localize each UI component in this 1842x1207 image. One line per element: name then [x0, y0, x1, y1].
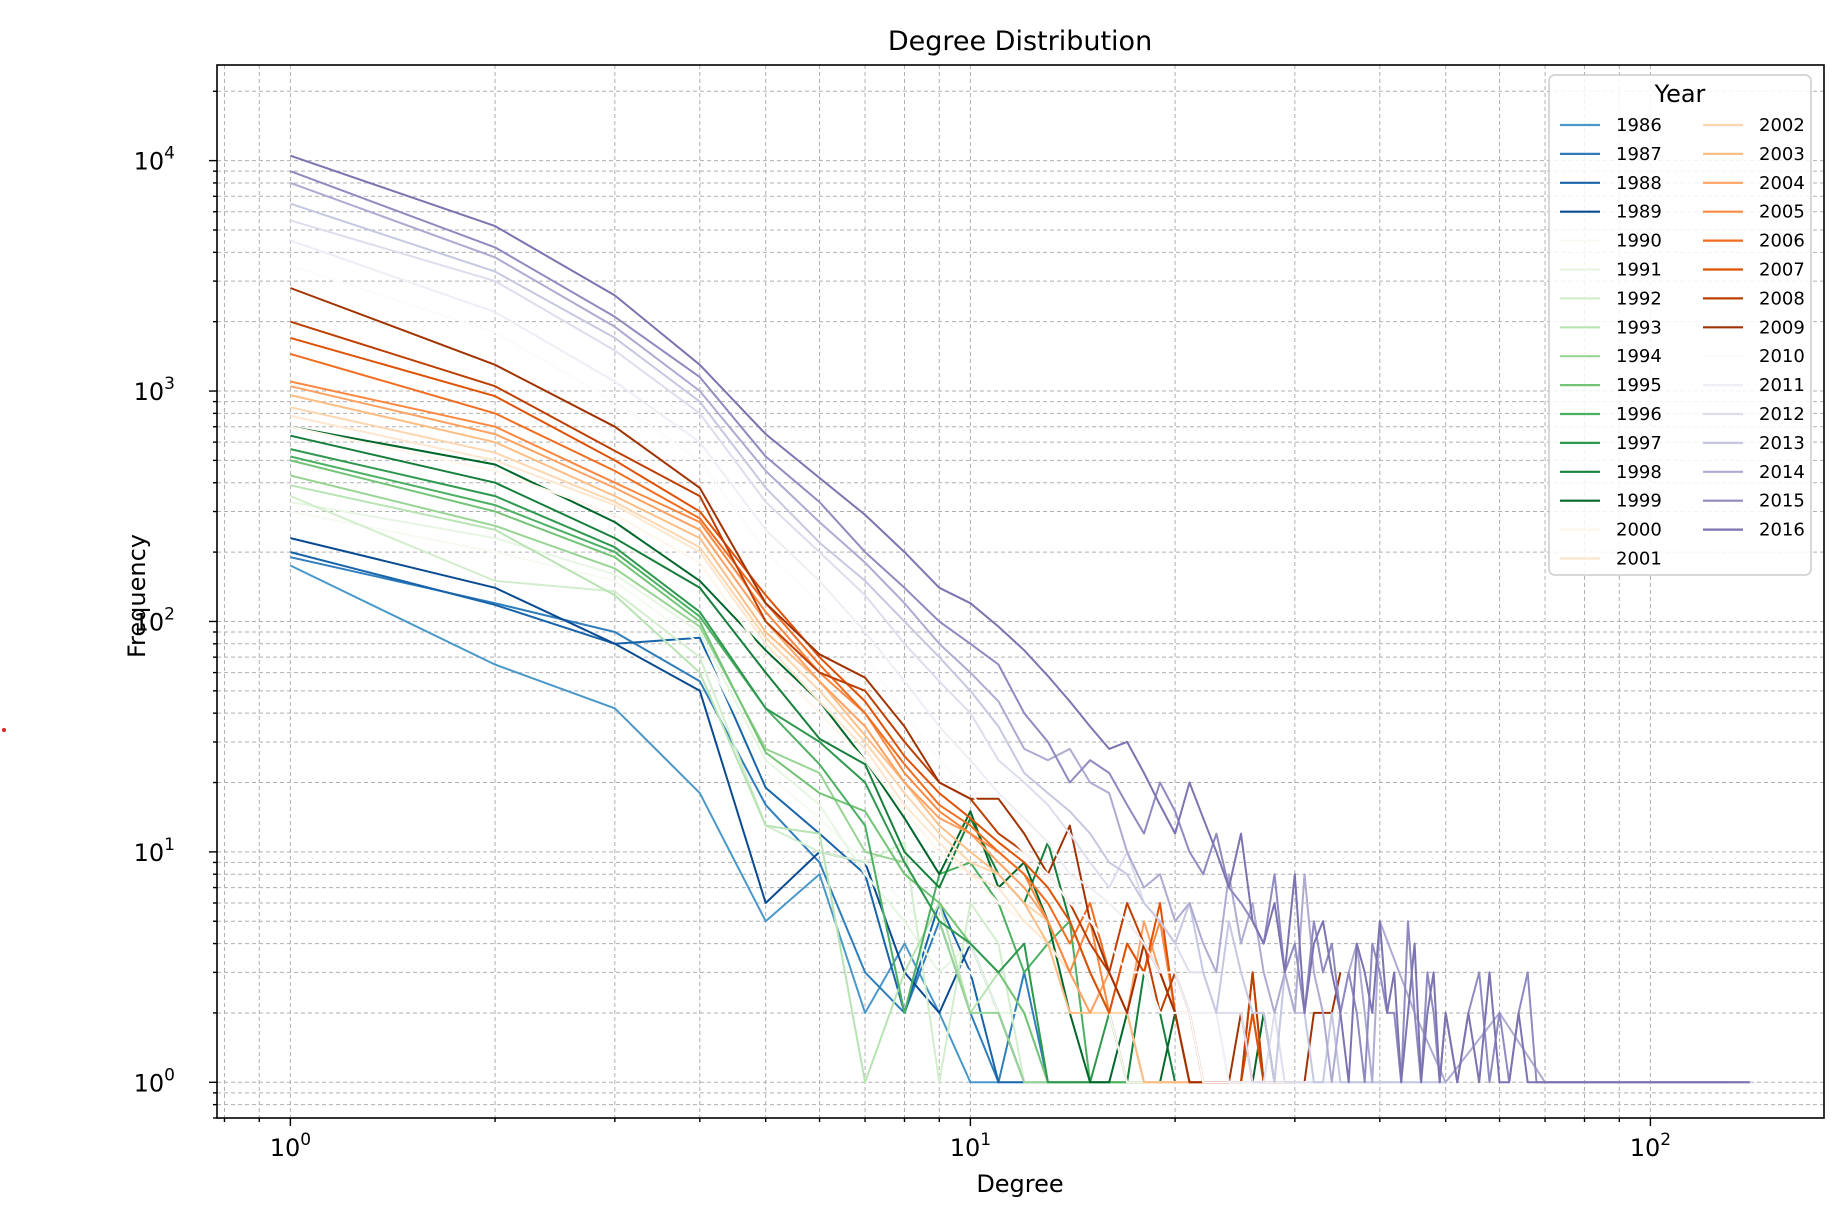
- legend-label-2008: 2008: [1759, 288, 1805, 309]
- legend-label-1991: 1991: [1616, 260, 1662, 281]
- series-line-1992: [290, 495, 1070, 1084]
- series-line-1986: [289, 564, 999, 1084]
- plot-area: [289, 154, 1750, 1084]
- x-axis-label: Degree: [976, 1170, 1063, 1198]
- legend-label-2003: 2003: [1759, 144, 1805, 165]
- legend-label-2013: 2013: [1759, 433, 1805, 454]
- x-tick-label: 102: [1630, 1130, 1671, 1162]
- legend-label-1986: 1986: [1616, 115, 1662, 136]
- marker-dot: [2, 728, 6, 732]
- legend-label-1989: 1989: [1616, 202, 1662, 223]
- legend-label-1987: 1987: [1616, 144, 1662, 165]
- series-line-2014: [290, 181, 1728, 1084]
- legend-title: Year: [1654, 80, 1706, 108]
- legend-label-1998: 1998: [1616, 462, 1662, 483]
- legend-label-2011: 2011: [1759, 375, 1805, 396]
- legend-label-2000: 2000: [1616, 520, 1662, 541]
- legend-label-1990: 1990: [1616, 231, 1662, 252]
- legend-label-2005: 2005: [1759, 202, 1805, 223]
- y-tick-label: 102: [134, 604, 175, 636]
- legend-label-2009: 2009: [1759, 317, 1805, 338]
- legend-box: [1548, 74, 1812, 576]
- legend-label-1999: 1999: [1616, 491, 1662, 512]
- axes-frame: [216, 64, 1825, 1119]
- legend-label-1992: 1992: [1616, 288, 1662, 309]
- series-line-1988: [290, 551, 1025, 1084]
- legend-label-2007: 2007: [1759, 260, 1805, 281]
- series-line-2016: [290, 154, 1750, 1084]
- y-tick-label: 101: [134, 835, 175, 867]
- x-tick-label: 100: [270, 1130, 311, 1162]
- series-line-2015: [290, 170, 1750, 1084]
- legend-label-2006: 2006: [1759, 231, 1805, 252]
- legend-label-2016: 2016: [1759, 520, 1805, 541]
- legend-label-2010: 2010: [1759, 346, 1805, 367]
- legend-label-2002: 2002: [1759, 115, 1805, 136]
- chart-title: Degree Distribution: [888, 26, 1152, 57]
- legend-label-1994: 1994: [1616, 346, 1662, 367]
- y-axis-label: Frequency: [123, 534, 151, 658]
- y-tick-label: 104: [134, 144, 175, 176]
- x-tick-label: 101: [950, 1130, 991, 1162]
- legend-label-1996: 1996: [1616, 404, 1662, 425]
- series-line-2013: [290, 202, 1446, 1084]
- y-tick-label: 103: [134, 374, 175, 406]
- legend: Year 1986 1987 1988 1989 1990 1991 1992 1993 199…: [1548, 74, 1812, 576]
- legend-label-1995: 1995: [1616, 375, 1662, 396]
- legend-label-1997: 1997: [1616, 433, 1662, 454]
- axis-ticks: 100 101 102 100 101 102 103 104: [134, 90, 1671, 1162]
- legend-label-2001: 2001: [1616, 549, 1662, 570]
- legend-label-2015: 2015: [1759, 491, 1805, 512]
- legend-label-2012: 2012: [1759, 404, 1805, 425]
- legend-label-1988: 1988: [1616, 173, 1662, 194]
- legend-label-2004: 2004: [1759, 173, 1805, 194]
- y-tick-label: 100: [134, 1065, 175, 1097]
- legend-label-2014: 2014: [1759, 462, 1805, 483]
- legend-label-1993: 1993: [1616, 317, 1662, 338]
